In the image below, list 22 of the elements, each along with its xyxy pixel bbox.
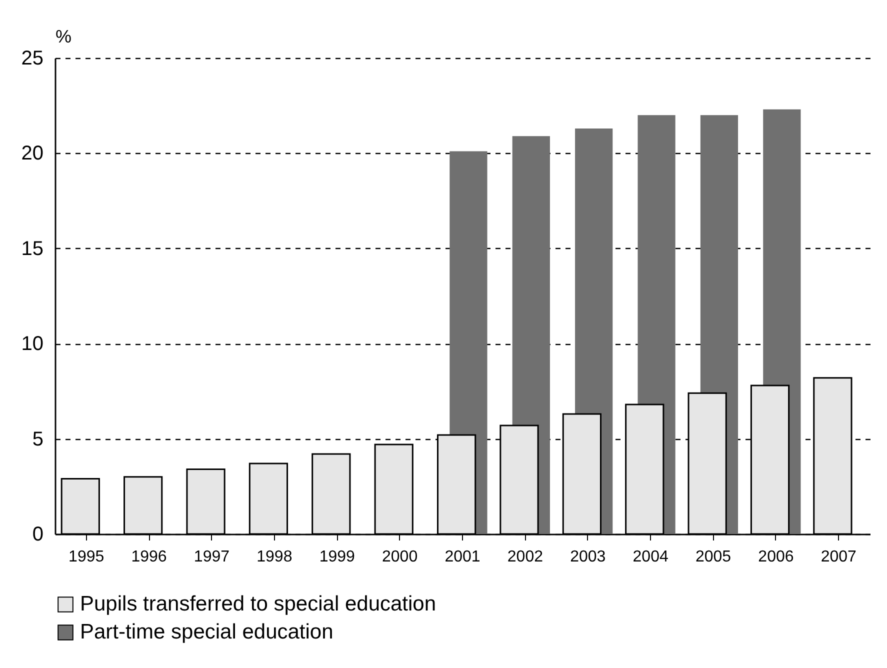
legend-label: Pupils transferred to special education [80,592,436,616]
y-axis-title: % [56,26,72,46]
y-tick-label: 5 [32,428,44,450]
x-tick-label: 1997 [194,548,230,566]
x-tick-label: 1996 [131,548,167,566]
legend-label: Part-time special education [80,620,334,644]
x-tick-label: 2001 [444,548,480,566]
y-tick-label: 10 [21,333,44,356]
x-tick-label: 1999 [319,548,356,566]
y-tick-label: 20 [21,142,44,165]
y-tick-label: 0 [32,524,44,546]
x-tick-label: 2002 [507,548,544,566]
x-tick-label: 2005 [695,548,732,566]
y-tick-label: 15 [21,238,44,260]
y-tick-label: 25 [21,48,44,70]
x-tick-label: 2006 [758,548,794,566]
x-tick-label: 2007 [820,548,857,566]
x-tick-label: 2000 [382,548,418,566]
x-tick-label: 2003 [570,548,606,566]
x-tick-label: 1998 [256,548,292,566]
x-tick-label: 1995 [68,548,104,566]
x-tick-label: 2004 [632,548,668,566]
